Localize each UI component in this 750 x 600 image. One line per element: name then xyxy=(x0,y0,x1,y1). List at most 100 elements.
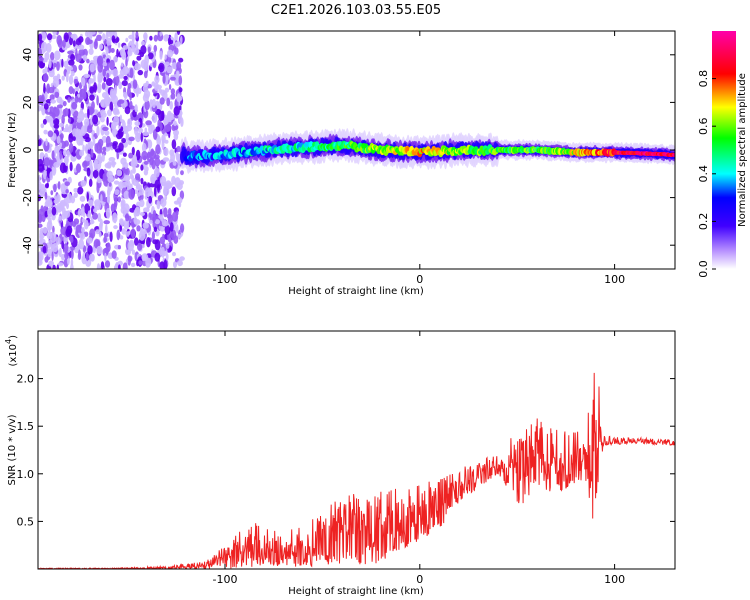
noise-blob xyxy=(178,113,183,124)
noise-blob xyxy=(117,99,125,104)
noise-blob xyxy=(110,48,115,53)
noise-blob xyxy=(66,66,74,71)
noise-blob xyxy=(68,142,74,153)
noise-blob xyxy=(100,112,107,118)
noise-blob xyxy=(88,199,94,207)
noise-blob xyxy=(89,32,93,40)
noise-blob xyxy=(128,136,135,142)
noise-blob xyxy=(51,206,57,216)
noise-blob xyxy=(63,60,69,68)
noise-blob xyxy=(149,35,153,41)
noise-blob xyxy=(174,41,181,47)
noise-blob xyxy=(47,130,54,138)
noise-blob xyxy=(90,148,94,158)
noise-blob xyxy=(154,252,161,262)
noise-blob xyxy=(102,146,107,152)
noise-blob xyxy=(125,37,129,43)
noise-blob xyxy=(102,33,106,42)
noise-blob xyxy=(79,232,86,240)
noise-blob xyxy=(151,159,156,170)
noise-blob xyxy=(111,35,116,43)
noise-blob xyxy=(99,72,103,81)
noise-blob xyxy=(105,78,113,86)
noise-blob xyxy=(112,141,118,146)
noise-blob xyxy=(57,262,64,267)
noise-blob xyxy=(119,114,123,123)
noise-blob xyxy=(42,227,48,234)
noise-blob xyxy=(175,151,179,158)
noise-blob xyxy=(153,34,158,42)
noise-blob xyxy=(102,173,107,181)
carrier-point xyxy=(672,153,675,157)
noise-blob xyxy=(142,222,149,229)
noise-blob xyxy=(143,207,150,213)
noise-blob xyxy=(163,207,168,218)
spectrogram-x-axis-label: Height of straight line (km) xyxy=(288,286,424,297)
noise-blob xyxy=(68,59,75,66)
noise-blob xyxy=(88,178,93,187)
noise-blob xyxy=(109,59,115,71)
noise-blob xyxy=(119,218,124,225)
noise-blob xyxy=(81,77,86,87)
noise-blob xyxy=(43,140,50,152)
noise-blob xyxy=(95,229,101,235)
noise-blob xyxy=(118,81,123,90)
noise-blob xyxy=(139,199,145,208)
colorbar-tick-label: 0.4 xyxy=(697,165,710,183)
noise-blob xyxy=(71,101,78,110)
y-tick-label: 0.5 xyxy=(17,515,35,528)
noise-blob xyxy=(137,127,144,133)
noise-blob xyxy=(147,46,151,54)
noise-blob xyxy=(53,118,60,126)
noise-blob xyxy=(40,123,45,129)
noise-blob xyxy=(127,82,132,90)
noise-blob xyxy=(121,80,128,87)
noise-blob xyxy=(87,142,91,150)
noise-blob xyxy=(117,245,121,250)
noise-blob xyxy=(76,163,81,173)
noise-blob xyxy=(166,97,171,107)
noise-blob xyxy=(110,161,117,166)
noise-blob xyxy=(160,198,167,208)
noise-blob xyxy=(123,219,130,230)
noise-blob xyxy=(85,251,89,262)
noise-blob xyxy=(138,260,143,266)
noise-blob xyxy=(162,233,165,239)
noise-blob xyxy=(176,197,183,204)
noise-blob xyxy=(128,188,135,200)
noise-blob xyxy=(115,110,120,115)
noise-blob xyxy=(53,183,57,193)
noise-blob xyxy=(62,206,66,216)
noise-blob xyxy=(151,98,156,109)
snr-frame xyxy=(37,330,676,570)
noise-blob xyxy=(38,213,42,222)
noise-blob xyxy=(162,157,170,162)
noise-blob xyxy=(82,54,88,61)
noise-blob xyxy=(57,181,61,190)
noise-blob xyxy=(64,107,69,117)
noise-blob xyxy=(171,139,177,150)
noise-blob xyxy=(97,138,104,148)
noise-blob xyxy=(129,183,133,190)
noise-blob xyxy=(171,62,178,70)
noise-blob xyxy=(51,164,57,176)
noise-blob xyxy=(47,207,53,218)
noise-blob xyxy=(70,70,75,77)
spectrogram-y-axis-label: Frequency (Hz) xyxy=(7,112,18,188)
noise-blob xyxy=(178,57,184,63)
noise-blob xyxy=(154,75,160,84)
noise-blob xyxy=(109,88,116,100)
noise-blob xyxy=(51,250,54,261)
noise-blob xyxy=(174,177,181,188)
noise-blob xyxy=(136,225,141,232)
noise-blob xyxy=(125,213,130,222)
noise-blob xyxy=(122,45,128,50)
noise-blob xyxy=(52,31,57,36)
noise-blob xyxy=(41,214,46,223)
noise-blob xyxy=(121,228,127,235)
noise-blob xyxy=(176,145,181,153)
colorbar: 0.0 0.2 0.4 0.6 0.8 Normalized spectral ampl… xyxy=(697,31,748,278)
noise-blob xyxy=(146,237,151,248)
noise-blob xyxy=(58,215,62,221)
noise-blob xyxy=(111,128,118,136)
